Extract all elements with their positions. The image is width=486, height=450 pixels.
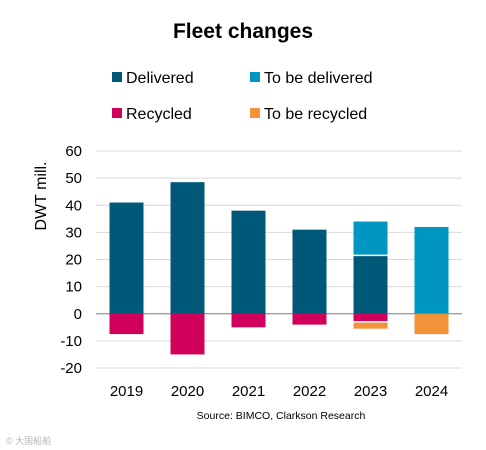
y-tick-50: 50 [65, 170, 82, 187]
bar-delivered-2023 [353, 255, 388, 314]
gridlines [96, 150, 462, 369]
y-tick-10: 10 [65, 279, 82, 296]
legend-label-to-be-delivered: To be delivered [264, 70, 373, 87]
bars [109, 182, 449, 355]
bar-recycled-2022 [292, 313, 327, 325]
bar-delivered-2021 [231, 210, 266, 314]
bar-recycled-2020 [170, 313, 205, 355]
x-tick-labels: 2019 2020 2021 2022 2023 2024 [110, 383, 448, 400]
legend-swatch-delivered [112, 72, 122, 82]
x-tick-2022: 2022 [293, 383, 326, 400]
watermark: © 大国船舶 [6, 435, 51, 446]
y-tick-minus-20: -20 [60, 360, 82, 377]
bar-delivered-2022 [292, 229, 327, 314]
x-tick-2021: 2021 [232, 383, 265, 400]
y-axis-label: DWT mill. [33, 161, 50, 230]
bar-delivered-2020 [170, 182, 205, 314]
x-tick-2024: 2024 [415, 383, 448, 400]
bar-to-be-delivered-2024 [414, 226, 449, 314]
x-tick-2019: 2019 [110, 383, 143, 400]
x-tick-2023: 2023 [354, 383, 387, 400]
bar-recycled-2021 [231, 313, 266, 328]
bar-to-be-recycled-2024 [414, 313, 449, 335]
y-tick-minus-10: -10 [60, 333, 82, 350]
y-tick-0: 0 [74, 306, 82, 323]
legend-label-to-be-recycled: To be recycled [264, 106, 367, 123]
legend-swatch-recycled [112, 108, 122, 118]
legend-label-delivered: Delivered [126, 70, 194, 87]
x-tick-2020: 2020 [171, 383, 204, 400]
bar-to-be-recycled-2023 [353, 321, 388, 329]
bar-delivered-2019 [109, 202, 144, 314]
bar-to-be-delivered-2023 [353, 221, 388, 256]
y-tick-labels: 60 50 40 30 20 10 0 -10 -20 [60, 143, 82, 377]
legend-label-recycled: Recycled [126, 106, 192, 123]
legend-swatch-to-be-recycled [250, 108, 260, 118]
legend-swatch-to-be-delivered [250, 72, 260, 82]
y-tick-60: 60 [65, 143, 82, 160]
legend: Delivered To be delivered Recycled To be… [112, 70, 373, 123]
y-tick-40: 40 [65, 197, 82, 214]
y-tick-20: 20 [65, 252, 82, 269]
y-tick-30: 30 [65, 224, 82, 241]
bar-recycled-2023 [353, 313, 388, 322]
chart-title: Fleet changes [173, 20, 313, 43]
bar-recycled-2019 [109, 313, 144, 335]
source-note: Source: BIMCO, Clarkson Research [197, 410, 366, 422]
